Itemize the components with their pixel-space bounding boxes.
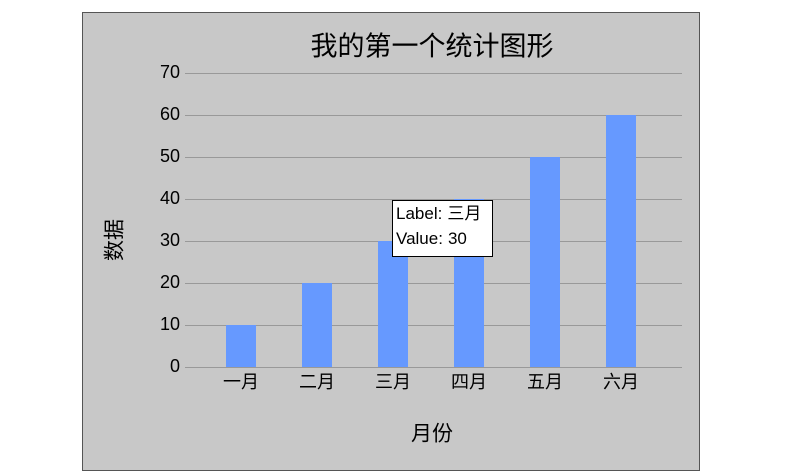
tooltip: Label: 三月 Value: 30 bbox=[392, 200, 493, 257]
y-tick-label: 40 bbox=[160, 188, 180, 208]
chart-title: 我的第一个统计图形 bbox=[311, 32, 554, 63]
bar bbox=[378, 241, 408, 367]
tooltip-value-prefix: Value: bbox=[396, 229, 443, 248]
tooltip-box bbox=[392, 200, 493, 257]
tooltip-value: Value: 30 bbox=[396, 229, 467, 248]
y-tick-label: 0 bbox=[170, 356, 180, 376]
tooltip-label-prefix: Label: bbox=[396, 204, 442, 223]
x-tick-label: 五月 bbox=[527, 372, 563, 393]
x-tick-label: 四月 bbox=[451, 372, 487, 393]
y-tick-label: 60 bbox=[160, 104, 180, 124]
bar bbox=[302, 283, 332, 367]
y-tick-label: 20 bbox=[160, 272, 180, 292]
y-tick-label: 10 bbox=[160, 314, 180, 334]
bar bbox=[226, 325, 256, 367]
x-tick-label: 三月 bbox=[375, 372, 411, 393]
y-tick-label: 50 bbox=[160, 146, 180, 166]
tooltip-label-value: 三月 bbox=[447, 204, 481, 223]
y-tick-label: 30 bbox=[160, 230, 180, 250]
x-tick-label: 六月 bbox=[603, 372, 639, 393]
tooltip-label: Label: 三月 bbox=[396, 204, 481, 223]
y-axis-label: 数据 bbox=[103, 219, 127, 261]
x-tick-label: 一月 bbox=[223, 372, 259, 393]
x-axis-label: 月份 bbox=[411, 422, 453, 446]
bar bbox=[530, 157, 560, 367]
x-tick-label: 二月 bbox=[299, 372, 335, 393]
y-tick-label: 70 bbox=[160, 62, 180, 82]
tooltip-value-number: 30 bbox=[448, 229, 467, 248]
bar bbox=[606, 115, 636, 367]
